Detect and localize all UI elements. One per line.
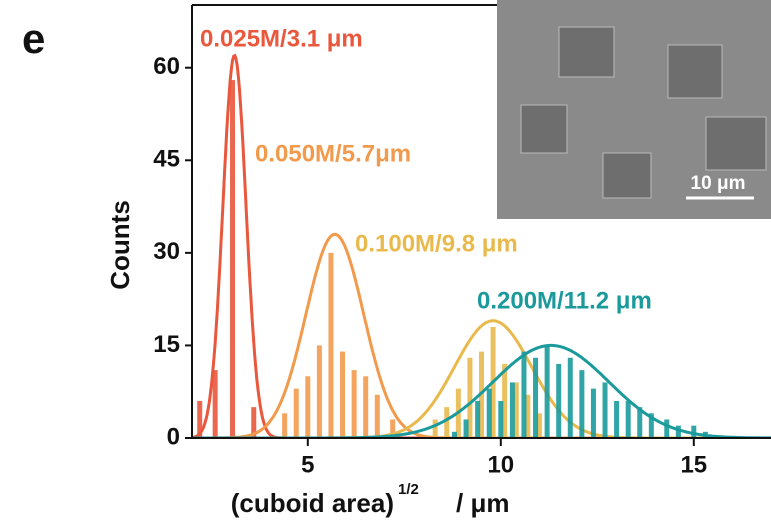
- histogram-bar: [625, 400, 631, 438]
- histogram-bar: [567, 357, 573, 438]
- histogram-bar: [305, 376, 311, 438]
- histogram-bar: [463, 419, 469, 438]
- scale-bar-label: 10 μm: [691, 173, 746, 194]
- histogram-bar: [230, 80, 236, 438]
- x-tick-label: 10: [487, 451, 514, 478]
- histogram-bar: [328, 252, 334, 438]
- y-tick-label: 15: [153, 331, 180, 358]
- histogram-bar: [590, 388, 596, 438]
- histogram-bar: [475, 400, 481, 438]
- histogram-bar: [525, 394, 531, 438]
- histogram-bar: [444, 407, 450, 438]
- histogram-bar: [579, 370, 585, 438]
- histogram-bar: [648, 413, 654, 438]
- histogram-bar: [675, 425, 681, 438]
- fit-curve: [192, 343, 771, 438]
- histogram-bar: [467, 357, 473, 438]
- histogram-bar: [351, 370, 357, 438]
- histogram-bar: [282, 413, 288, 438]
- histogram-bar: [691, 425, 697, 438]
- histogram-bar: [486, 388, 492, 438]
- panel-label: e: [22, 15, 45, 62]
- histogram-bar: [536, 413, 542, 438]
- histogram-bar: [451, 431, 457, 438]
- series-label: 0.200M/11.2 μm: [477, 287, 652, 314]
- x-tick-label: 5: [301, 451, 314, 478]
- y-tick-label: 45: [153, 146, 180, 173]
- inset-image: 10 μm: [497, 0, 771, 219]
- fit-curve: [192, 232, 771, 438]
- histogram-bar: [432, 419, 438, 438]
- histogram-bar: [544, 345, 550, 438]
- histogram-bar: [602, 382, 608, 438]
- y-tick-label: 30: [153, 238, 180, 265]
- histogram-bar: [498, 400, 504, 438]
- histogram-bar: [374, 394, 380, 438]
- histogram-bar: [533, 357, 539, 438]
- histogram-bar: [363, 376, 369, 438]
- series-label: 0.050M/5.7μm: [255, 140, 411, 167]
- histogram-bar: [556, 363, 562, 438]
- plot-area: [192, 53, 771, 438]
- histogram-bar: [212, 370, 218, 438]
- histogram-bar: [521, 351, 527, 438]
- x-axis-label: (cuboid area): [231, 488, 394, 518]
- y-tick-label: 0: [167, 423, 180, 450]
- histogram-bar: [637, 407, 643, 438]
- histogram-bar: [664, 419, 670, 438]
- histogram-bar: [614, 400, 620, 438]
- histogram-bar: [502, 363, 508, 438]
- series-label: 0.100M/9.8 μm: [355, 230, 518, 257]
- x-axis-label-unit: / μm: [456, 488, 509, 518]
- histogram-bar: [197, 400, 203, 438]
- histogram-bar: [340, 351, 346, 438]
- histogram-bar: [251, 407, 257, 438]
- histogram-bar: [293, 388, 299, 438]
- x-axis-label-sup: 1/2: [398, 481, 419, 498]
- y-tick-label: 60: [153, 53, 180, 80]
- histogram-bar: [316, 345, 322, 438]
- series-label: 0.025M/3.1 μm: [200, 25, 363, 52]
- y-axis-label: Counts: [105, 200, 135, 290]
- fit-curve: [192, 319, 771, 438]
- histogram-bar: [513, 382, 519, 438]
- histogram-bar: [509, 382, 515, 438]
- histogram-bar: [390, 419, 396, 438]
- x-tick-label: 15: [680, 451, 707, 478]
